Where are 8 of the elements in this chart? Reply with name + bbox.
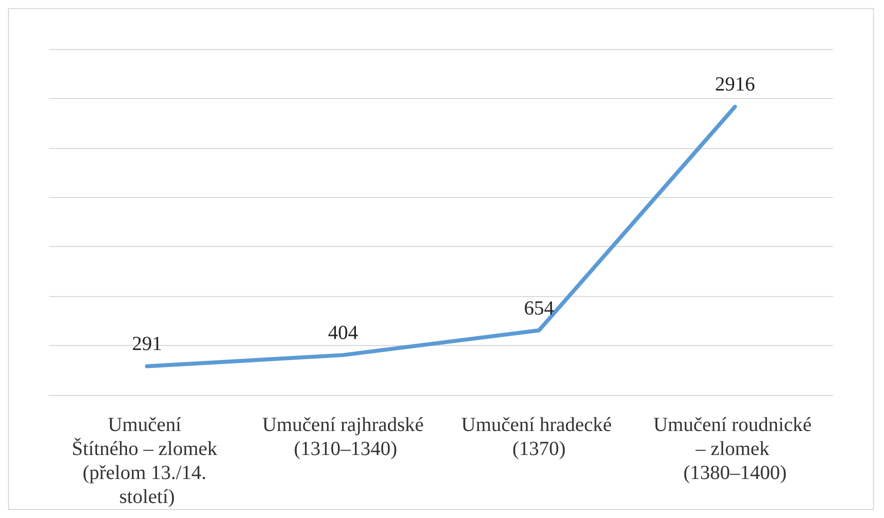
data-label: 404 [328, 322, 358, 344]
data-label: 2916 [715, 74, 755, 96]
x-tick-label: Umučení rajhradské (1310–1340) [262, 414, 424, 460]
x-tick-label: Umučení Štítného – zlomek (přelom 13./14. století) [72, 414, 222, 508]
x-tick-label: Umučení roudnické – zlomek (1380–1400) [653, 414, 817, 484]
data-label: 291 [132, 333, 162, 356]
data-label: 654 [524, 297, 554, 320]
x-tick-label: Umučení hradecké (1370) [461, 414, 617, 460]
